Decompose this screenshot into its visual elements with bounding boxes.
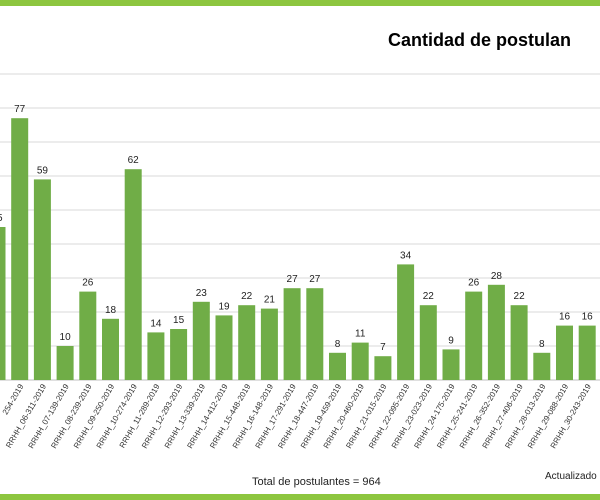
value-label: 7: [380, 342, 386, 353]
x-tick-label: RRHH_24-175-2019: [412, 382, 457, 450]
value-label: 23: [196, 288, 208, 299]
value-label: 26: [82, 278, 94, 289]
value-label: 22: [423, 291, 435, 302]
bar: [510, 305, 528, 380]
x-tick-label: RRHH_16-148-2019: [231, 382, 276, 450]
value-label: 9: [448, 335, 454, 346]
chart-title: Cantidad de postulan: [388, 30, 571, 50]
bar: [11, 118, 29, 380]
x-tick-label: RRHH_13-339-2019: [163, 382, 208, 450]
x-tick-label: RRHH_08-239-2019: [49, 382, 94, 450]
value-label: 27: [309, 274, 321, 285]
value-label: 27: [287, 274, 299, 285]
bar: [260, 308, 278, 380]
value-label: 15: [173, 315, 185, 326]
x-tick-label: RRHH_10-274-2019: [95, 382, 140, 450]
x-tick-label: RRHH_17-291-2019: [254, 382, 299, 450]
bar: [102, 318, 119, 380]
x-tick-label: RRHH_14-412-2019: [185, 382, 230, 450]
bar: [533, 352, 551, 380]
bar: [79, 291, 97, 380]
x-tick-label: 254-2019: [1, 382, 26, 416]
bar: [374, 356, 392, 380]
value-label: 62: [128, 155, 140, 166]
bar: [192, 301, 210, 380]
value-label: 34: [400, 250, 412, 261]
x-tick-label: RRHH_28-013-2019: [503, 382, 548, 450]
bar: [283, 288, 301, 380]
bar: [465, 291, 483, 380]
x-tick-label: RRHH_23-023-2019: [390, 382, 435, 450]
x-tick-label: RRHH_18-447-2019: [276, 382, 321, 450]
x-tick-label: RRHH_12-293-2019: [140, 382, 185, 450]
value-label: 10: [60, 332, 72, 343]
bar: [0, 227, 6, 380]
value-label: 18: [105, 305, 117, 316]
x-tick-label: RRHH_07-139-2019: [27, 382, 72, 450]
bar: [215, 315, 233, 380]
bar: [56, 346, 74, 380]
x-tick-label: RRHH_11-289-2019: [118, 382, 162, 450]
x-tick-label: RRHH_20-460-2019: [322, 382, 367, 450]
x-tick-label: RRHH_21-015-2019: [344, 382, 389, 450]
value-label: 77: [14, 104, 26, 115]
value-label: 14: [150, 318, 162, 329]
x-tick-label: RRHH_27-406-2019: [481, 382, 526, 450]
bar: [556, 325, 573, 380]
bar: [306, 288, 324, 380]
value-label: 11: [355, 329, 366, 340]
x-tick-label: RRHH_22-095-2019: [367, 382, 412, 450]
value-label: 16: [582, 312, 594, 323]
bar: [329, 352, 346, 380]
value-label: 22: [241, 291, 253, 302]
x-tick-label: RRHH_30-243-2019: [549, 382, 594, 450]
footer-total: Total de postulantes = 964: [252, 476, 381, 488]
bottom-band: [0, 494, 600, 500]
value-label: 45: [0, 213, 3, 224]
value-label: 21: [264, 295, 276, 306]
x-tick-label: RRHH_25-241-2019: [435, 382, 480, 450]
value-label: 8: [539, 339, 545, 350]
x-tick-label: RRHH_26-352-2019: [458, 382, 503, 450]
bar: [238, 305, 256, 380]
x-tick-label: RRHH_29-088-2019: [526, 382, 571, 450]
value-label: 19: [218, 301, 230, 312]
bar: [351, 342, 369, 380]
bar: [147, 332, 165, 380]
value-label: 28: [491, 271, 503, 282]
value-label: 26: [468, 278, 480, 289]
bar: [170, 329, 188, 380]
bar: [124, 169, 142, 380]
x-tick-label: RRHH_09-250-2019: [72, 382, 117, 450]
bar: [33, 179, 51, 380]
bar: [397, 264, 415, 380]
x-tick-label: RRHH_15-448-2019: [208, 382, 253, 450]
bar: [578, 325, 596, 380]
value-label: 16: [559, 312, 571, 323]
top-band: [0, 0, 600, 6]
value-label: 22: [514, 291, 526, 302]
x-tick-label: RRHH_06-311-2019: [4, 382, 48, 450]
bar: [442, 349, 460, 380]
x-tick-label: RRHH_19-459-2019: [299, 382, 344, 450]
bar: [487, 284, 505, 380]
value-label: 59: [37, 165, 49, 176]
value-label: 8: [335, 339, 341, 350]
footer-updated: Actualizado: [545, 471, 597, 482]
bar: [419, 305, 437, 380]
